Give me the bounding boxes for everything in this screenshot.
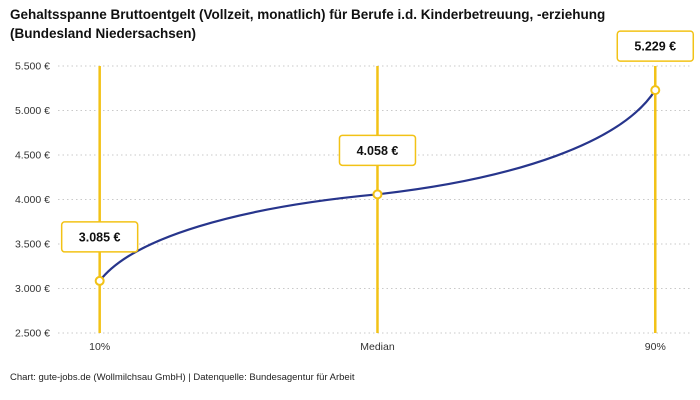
chart-source-caption: Chart: gute-jobs.de (Wollmilchsau GmbH) … bbox=[10, 372, 355, 383]
value-label-box bbox=[338, 134, 417, 167]
y-axis-tick-label: 3.500 € bbox=[15, 239, 50, 251]
y-axis-tick-label: 2.500 € bbox=[15, 328, 50, 340]
chart-title: Gehaltsspanne Bruttoentgelt (Vollzeit, m… bbox=[10, 7, 606, 41]
x-axis-tick-label: 10% bbox=[89, 341, 110, 353]
y-axis-tick-label: 5.500 € bbox=[15, 61, 50, 73]
x-axis-tick-label: Median bbox=[360, 341, 395, 353]
data-point-marker bbox=[650, 85, 661, 96]
data-point-marker bbox=[372, 189, 383, 200]
y-axis-tick-label: 4.000 € bbox=[15, 194, 50, 206]
y-axis-tick-label: 5.000 € bbox=[15, 105, 50, 117]
y-axis-tick-label: 4.500 € bbox=[15, 150, 50, 162]
value-label: 5.229 € bbox=[634, 40, 676, 54]
value-label: 3.085 € bbox=[79, 230, 121, 244]
x-axis-tick-label: 90% bbox=[645, 341, 666, 353]
value-label: 4.058 € bbox=[357, 144, 399, 158]
value-label-box bbox=[60, 221, 139, 253]
value-label-box bbox=[616, 30, 695, 62]
y-axis-tick-label: 3.000 € bbox=[15, 283, 50, 295]
data-point-marker bbox=[94, 275, 105, 286]
